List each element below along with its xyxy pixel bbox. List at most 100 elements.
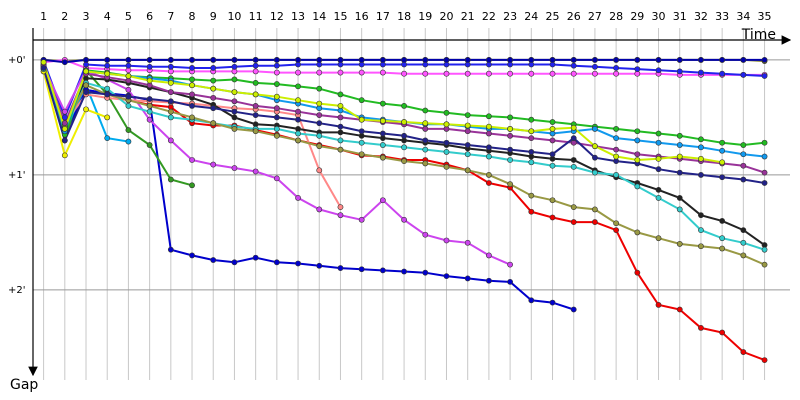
point — [592, 206, 598, 213]
x-tick-label: 27 — [588, 10, 602, 23]
point — [443, 121, 450, 128]
point — [528, 57, 535, 63]
point — [379, 57, 386, 63]
point — [443, 237, 450, 244]
point — [422, 146, 429, 153]
point — [676, 195, 683, 201]
x-tick-label: 15 — [333, 10, 347, 23]
point — [592, 219, 598, 225]
point — [83, 89, 89, 96]
x-tick-label: 28 — [609, 10, 623, 23]
point — [295, 137, 301, 144]
point — [719, 139, 726, 146]
point — [507, 132, 514, 139]
x-tick-label: 3 — [83, 10, 90, 23]
point — [295, 108, 301, 115]
point — [358, 139, 365, 146]
x-tick-label: 32 — [694, 10, 708, 23]
point — [740, 57, 747, 63]
point — [676, 153, 683, 160]
point — [167, 63, 174, 70]
point — [83, 82, 89, 89]
point — [273, 132, 280, 139]
series-group — [40, 57, 768, 363]
point — [443, 273, 450, 280]
x-tick-label: 6 — [146, 10, 153, 23]
point — [422, 137, 429, 144]
point — [273, 175, 280, 182]
point — [252, 91, 259, 98]
point — [740, 252, 747, 259]
point — [358, 97, 365, 104]
x-tick-label: 30 — [652, 10, 666, 23]
point — [443, 163, 450, 170]
point — [316, 206, 323, 213]
point — [485, 130, 492, 137]
point — [634, 137, 641, 144]
point — [549, 299, 556, 306]
point — [273, 105, 280, 112]
point — [337, 91, 344, 98]
point — [231, 126, 238, 132]
point — [634, 229, 641, 236]
point — [464, 142, 471, 148]
point — [655, 186, 662, 193]
point — [401, 216, 407, 223]
point — [125, 62, 132, 69]
point — [570, 135, 577, 142]
point — [358, 69, 365, 76]
point — [210, 94, 217, 101]
point — [507, 57, 514, 63]
point — [337, 129, 344, 136]
point — [592, 57, 598, 63]
point — [189, 57, 195, 63]
point — [337, 146, 344, 153]
point — [422, 126, 429, 132]
point — [719, 174, 726, 181]
point — [655, 139, 662, 146]
point — [231, 114, 238, 121]
point — [252, 128, 259, 135]
point — [570, 62, 577, 69]
point — [252, 112, 259, 119]
point — [337, 212, 344, 219]
point — [273, 57, 280, 63]
point — [167, 98, 174, 105]
series-line — [42, 71, 108, 159]
point — [485, 123, 492, 130]
x-tick-label: 8 — [189, 10, 196, 23]
point — [210, 65, 217, 71]
point — [401, 103, 407, 109]
point — [613, 135, 620, 142]
x-tick-label: 12 — [270, 10, 284, 23]
point — [698, 172, 704, 178]
point — [210, 105, 217, 112]
point — [379, 197, 386, 204]
point — [761, 139, 768, 146]
point — [761, 57, 768, 63]
x-tick-label: 21 — [461, 10, 475, 23]
point — [549, 119, 556, 125]
point — [210, 257, 217, 263]
point — [104, 135, 111, 142]
x-tick-label: 11 — [249, 10, 263, 23]
point — [549, 70, 556, 77]
point — [358, 57, 365, 63]
point — [231, 165, 238, 171]
point — [295, 97, 301, 104]
x-tick-label: 23 — [503, 10, 517, 23]
point — [655, 235, 662, 242]
point — [570, 219, 577, 225]
point — [146, 108, 153, 115]
point — [698, 69, 704, 76]
point — [189, 65, 195, 71]
point — [570, 204, 577, 211]
point — [401, 158, 407, 165]
point — [443, 139, 450, 146]
point — [167, 108, 174, 115]
point — [549, 57, 556, 63]
point — [740, 227, 747, 234]
point — [698, 136, 704, 143]
point — [104, 85, 111, 92]
point — [549, 151, 556, 158]
